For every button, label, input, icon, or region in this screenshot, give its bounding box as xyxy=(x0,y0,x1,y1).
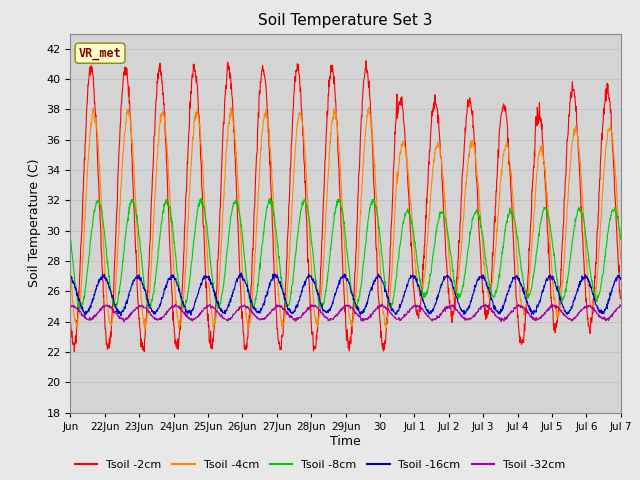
X-axis label: Time: Time xyxy=(330,434,361,448)
Legend: Tsoil -2cm, Tsoil -4cm, Tsoil -8cm, Tsoil -16cm, Tsoil -32cm: Tsoil -2cm, Tsoil -4cm, Tsoil -8cm, Tsoi… xyxy=(70,456,570,474)
Title: Soil Temperature Set 3: Soil Temperature Set 3 xyxy=(259,13,433,28)
Text: VR_met: VR_met xyxy=(79,47,122,60)
Y-axis label: Soil Temperature (C): Soil Temperature (C) xyxy=(28,159,41,288)
